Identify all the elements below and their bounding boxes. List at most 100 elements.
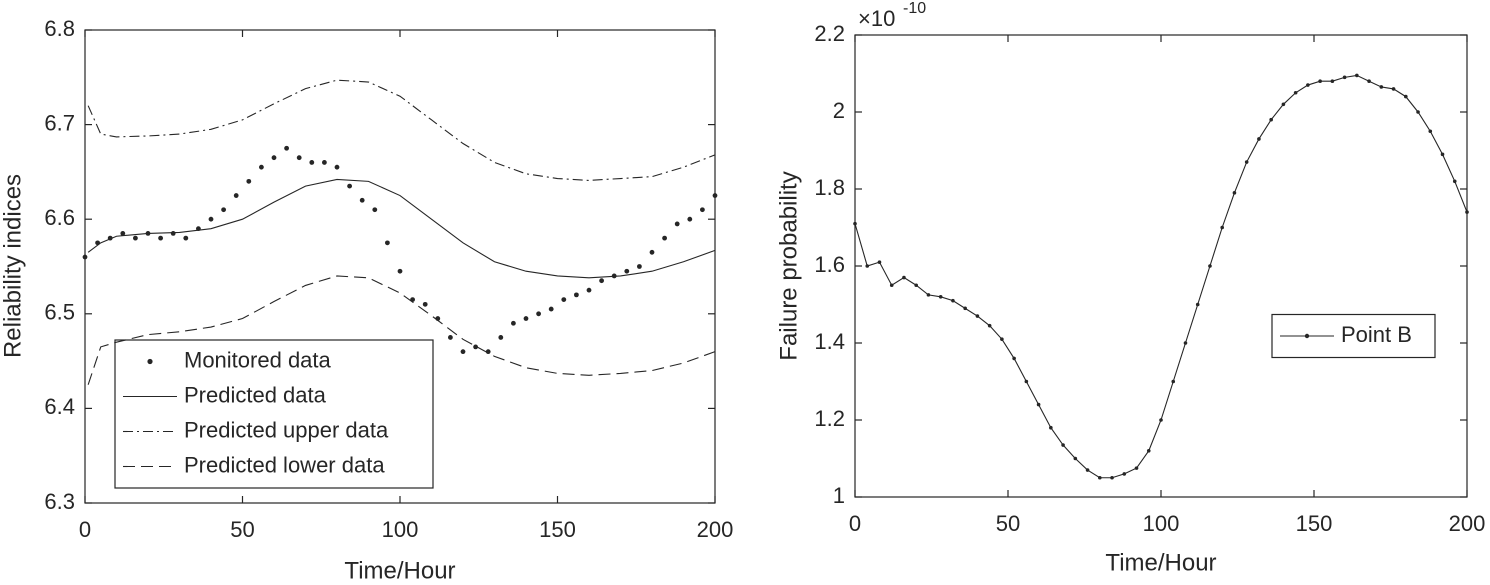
x-axis-label: Time/Hour — [344, 557, 455, 584]
data-point — [259, 164, 264, 170]
marker — [1257, 137, 1261, 141]
marker — [987, 323, 992, 328]
data-point — [221, 207, 227, 213]
marker — [865, 264, 870, 268]
x-tick-label: 150 — [1296, 511, 1333, 536]
y-tick-label: 1.4 — [814, 329, 845, 354]
data-point — [473, 344, 478, 350]
marker — [1452, 179, 1457, 184]
marker — [1293, 90, 1298, 95]
data-point — [674, 221, 680, 227]
marker — [1098, 475, 1102, 480]
y-tick-label: 2.2 — [814, 21, 845, 46]
data-point — [662, 235, 667, 241]
plot-area — [854, 34, 1468, 498]
data-point — [296, 155, 302, 161]
marker — [1036, 402, 1041, 407]
data-point — [536, 311, 541, 317]
data-point — [624, 268, 630, 274]
data-point — [359, 197, 365, 203]
x-tick-label: 0 — [79, 517, 91, 542]
marker — [1049, 425, 1053, 430]
marker — [1330, 79, 1335, 83]
data-point — [700, 207, 705, 213]
marker — [1061, 443, 1065, 447]
data-point — [637, 264, 642, 269]
marker — [1195, 302, 1200, 307]
marker — [853, 221, 857, 226]
legend-marker — [147, 358, 153, 365]
data-point — [385, 240, 390, 246]
x-tick-label: 100 — [382, 517, 419, 542]
legend-marker — [1304, 333, 1310, 339]
data-point — [687, 216, 693, 222]
marker — [1428, 129, 1433, 134]
y-tick-label: 1.8 — [814, 175, 845, 200]
marker — [1000, 337, 1004, 341]
y-tick-label: 6.5 — [44, 300, 75, 325]
marker — [1159, 418, 1163, 422]
marker — [877, 260, 882, 264]
marker — [1367, 79, 1371, 83]
x-tick-label: 50 — [230, 517, 254, 542]
legend-box — [1271, 313, 1436, 359]
marker — [1244, 160, 1249, 164]
series-line — [87, 275, 716, 385]
legend-label: Predicted data — [184, 382, 327, 407]
y-tick-label: 6.7 — [44, 110, 75, 135]
data-point — [233, 193, 239, 198]
data-point — [422, 301, 428, 307]
axis-exponent-base: ×10 — [858, 6, 895, 31]
y-tick-label: 6.8 — [44, 16, 75, 41]
data-point — [397, 268, 403, 274]
data-point — [548, 306, 554, 312]
data-point — [271, 155, 277, 161]
marker — [1416, 110, 1420, 114]
y-axis-label: Failure probability — [775, 171, 802, 360]
series-line — [854, 74, 1468, 479]
marker — [1355, 73, 1359, 78]
marker — [1220, 225, 1224, 230]
x-tick-label: 100 — [1143, 511, 1180, 536]
data-point — [511, 320, 516, 326]
marker — [1110, 475, 1114, 480]
data-point — [498, 335, 504, 340]
marker — [889, 283, 894, 288]
marker — [926, 293, 931, 297]
data-point — [712, 193, 718, 198]
marker — [1024, 379, 1029, 384]
data-point — [246, 178, 252, 184]
data-point — [347, 183, 352, 189]
y-tick-label: 1.6 — [814, 252, 845, 277]
marker — [963, 306, 967, 311]
legend-label: Monitored data — [184, 347, 332, 372]
x-tick-label: 200 — [1449, 511, 1486, 536]
data-point — [460, 349, 466, 355]
plot-area — [84, 29, 716, 504]
marker — [1465, 210, 1469, 214]
marker — [1269, 117, 1273, 122]
data-point — [133, 235, 138, 241]
y-tick-label: 1.2 — [814, 406, 845, 431]
y-tick-label: 2 — [833, 98, 845, 123]
data-point — [183, 235, 189, 241]
marker — [1183, 341, 1188, 345]
data-point — [284, 145, 289, 151]
marker — [1342, 75, 1347, 80]
y-axis-label: Reliability indices — [0, 174, 26, 358]
marker — [1281, 102, 1286, 107]
marker — [1440, 152, 1445, 157]
marker — [1134, 466, 1139, 470]
marker — [1208, 264, 1212, 268]
marker — [1146, 449, 1151, 453]
x-tick-label: 0 — [849, 511, 861, 536]
data-point — [208, 216, 214, 222]
data-point — [599, 278, 604, 284]
legend-box — [114, 339, 434, 489]
y-tick-label: 1 — [833, 483, 845, 508]
marker — [1379, 85, 1384, 89]
y-tick-label: 6.4 — [44, 394, 75, 419]
data-point — [561, 297, 567, 303]
data-point — [523, 316, 529, 321]
